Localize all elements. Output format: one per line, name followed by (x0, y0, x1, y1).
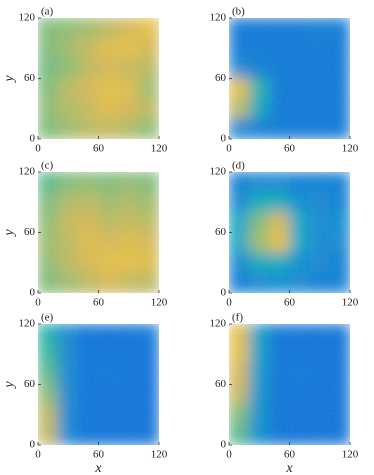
x-axis-label: x (94, 461, 102, 475)
y-tick-label: 60 (24, 378, 36, 390)
y-tick-label: 60 (24, 226, 36, 238)
x-tick-label: 120 (151, 143, 168, 155)
panel (38, 324, 159, 445)
y-tick-label: 120 (210, 166, 227, 178)
panel (229, 324, 350, 445)
panel-label: (b) (232, 6, 245, 18)
panel (229, 172, 350, 293)
panel-label: (a) (41, 6, 54, 18)
panel-label: (f) (232, 312, 243, 324)
x-tick-label: 0 (35, 297, 41, 309)
x-tick-label: 60 (93, 143, 105, 155)
y-tick-label: 60 (215, 378, 227, 390)
y-tick-label: 120 (210, 12, 227, 24)
x-tick-label: 120 (342, 143, 359, 155)
y-tick-label: 120 (19, 318, 36, 330)
y-tick-label: 0 (30, 287, 36, 299)
x-axis-label: x (285, 461, 293, 475)
y-tick-label: 0 (221, 287, 227, 299)
y-tick-label: 120 (19, 166, 36, 178)
y-axis-label: y (2, 75, 17, 84)
panel-label: (e) (41, 312, 54, 324)
y-tick-label: 0 (221, 133, 227, 145)
x-tick-label: 120 (151, 297, 168, 309)
y-axis-label: y (2, 381, 17, 390)
x-tick-label: 0 (226, 449, 232, 461)
y-tick-label: 0 (30, 439, 36, 451)
texture (38, 18, 159, 139)
y-tick-label: 60 (215, 226, 227, 238)
y-tick-label: 60 (215, 72, 227, 84)
texture (229, 172, 350, 293)
x-tick-label: 60 (93, 449, 105, 461)
panel (38, 172, 159, 293)
y-tick-label: 120 (210, 318, 227, 330)
y-tick-label: 60 (24, 72, 36, 84)
y-axis-label: y (2, 229, 17, 238)
texture (229, 18, 350, 139)
texture (229, 324, 350, 445)
panel-label: (d) (232, 160, 245, 172)
x-tick-label: 60 (284, 143, 296, 155)
y-tick-label: 120 (19, 12, 36, 24)
x-tick-label: 120 (342, 297, 359, 309)
x-tick-label: 0 (226, 143, 232, 155)
x-tick-label: 120 (342, 449, 359, 461)
x-tick-label: 0 (35, 143, 41, 155)
panel (38, 18, 159, 139)
x-tick-label: 60 (284, 449, 296, 461)
x-tick-label: 0 (35, 449, 41, 461)
panel (229, 18, 350, 139)
texture (38, 172, 159, 293)
x-tick-label: 60 (284, 297, 296, 309)
x-tick-label: 60 (93, 297, 105, 309)
x-tick-label: 120 (151, 449, 168, 461)
x-tick-label: 0 (226, 297, 232, 309)
texture (38, 324, 159, 445)
panel-label: (c) (41, 160, 54, 172)
y-tick-label: 0 (30, 133, 36, 145)
y-tick-label: 0 (221, 439, 227, 451)
